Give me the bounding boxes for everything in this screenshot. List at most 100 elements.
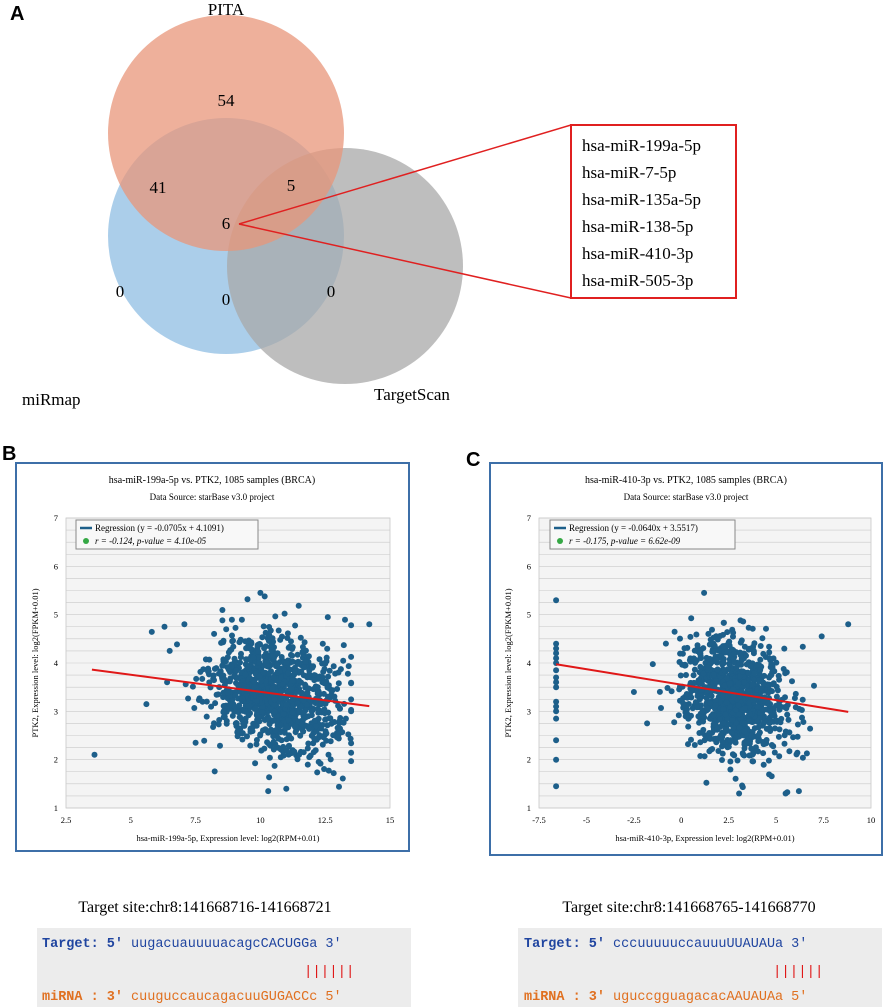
scatter-point [322, 700, 329, 707]
scatter-point [223, 626, 230, 633]
scatter-point [719, 692, 726, 699]
target-site-b: Target site:chr8:141668716-141668721 Tar… [37, 899, 411, 1007]
scatter-point [199, 675, 206, 682]
mirna-suffix-b: 5' [325, 990, 341, 1005]
venn-count-pita-targetscan: 5 [287, 176, 296, 195]
scatter-point [196, 695, 203, 702]
scatter-point [767, 672, 774, 679]
scatter-point [727, 737, 734, 744]
scatter-point [292, 622, 299, 629]
scatter-point [267, 726, 274, 733]
scatter-point [347, 735, 354, 742]
scatter-point [296, 677, 303, 684]
scatter-point [746, 710, 753, 717]
scatter-point [277, 722, 284, 729]
scatter-point [763, 725, 770, 732]
target-site-title-b: Target site:chr8:141668716-141668721 [78, 899, 331, 916]
x-tick-label: 5 [129, 815, 133, 825]
scatter-point [348, 706, 355, 713]
scatter-point [730, 686, 737, 693]
scatter-point [553, 679, 560, 686]
scatter-point [807, 725, 814, 732]
chart-subtitle-c: Data Source: starBase v3.0 project [624, 492, 749, 502]
scatter-point [213, 691, 220, 698]
scatter-point [751, 670, 758, 677]
scatter-point [236, 702, 243, 709]
scatter-point [793, 751, 800, 758]
x-tick-label: 12.5 [318, 815, 333, 825]
scatter-point [766, 720, 773, 726]
scatter-point [719, 757, 725, 763]
scatter-point [690, 679, 697, 686]
shared-mirna-3: hsa-miR-135a-5p [582, 190, 701, 209]
scatter-point [224, 654, 231, 661]
scatter-point [270, 674, 277, 681]
scatter-point [786, 748, 793, 755]
scatter-point [208, 703, 215, 710]
scatter-point [262, 726, 269, 733]
scatter-point [720, 643, 727, 650]
scatter-point [185, 695, 192, 702]
scatter-point [327, 756, 334, 763]
scatter-point [311, 677, 318, 684]
scatter-point [724, 629, 731, 636]
scatter-point [266, 774, 273, 781]
scatter-point [697, 663, 704, 670]
scatter-point [781, 740, 788, 747]
scatter-point [331, 693, 338, 700]
scatter-point [750, 647, 757, 654]
scatter-point [210, 724, 217, 730]
scatter-point [321, 666, 328, 672]
scatter-point [731, 752, 738, 759]
scatter-point [201, 737, 208, 744]
scatter-point [224, 690, 231, 696]
scatter-point [215, 721, 222, 728]
scatter-point [265, 638, 272, 644]
scatter-point [211, 768, 218, 775]
scatter-point [744, 669, 751, 676]
scatter-point [323, 654, 330, 661]
scatter-point [261, 745, 268, 752]
scatter-point [682, 713, 689, 720]
scatter-point [236, 639, 243, 646]
scatter-point [741, 705, 748, 712]
scatter-point [264, 654, 271, 661]
scatter-point [766, 655, 773, 662]
scatter-point [739, 668, 746, 675]
scatter-point [845, 621, 852, 628]
scatter-point [553, 698, 560, 705]
scatter-point [211, 630, 218, 637]
scatter-point [191, 705, 198, 711]
scatter-point [326, 667, 333, 674]
regression-line-b [91, 668, 370, 708]
sequence-box-c [518, 928, 882, 1007]
y-tick-label: 6 [54, 561, 58, 571]
scatter-point [553, 715, 560, 722]
x-tick-label: -7.5 [532, 815, 545, 825]
scatter-point [271, 696, 278, 703]
scatter-point [279, 633, 285, 640]
chart-subtitle-b: Data Source: starBase v3.0 project [150, 492, 275, 502]
scatter-point [304, 674, 311, 681]
scatter-point [703, 779, 710, 786]
scatter-point [217, 742, 223, 749]
x-tick-label: 0 [679, 815, 683, 825]
scatter-point [712, 678, 719, 685]
scatter-point [776, 726, 783, 733]
scatter-point [289, 677, 296, 684]
mirna-seq-tail-c: a [775, 990, 783, 1005]
scatter-point [741, 720, 748, 727]
scatter-point [688, 694, 695, 701]
scatter-point [252, 760, 259, 767]
scatter-point [763, 625, 769, 632]
scatter-point [324, 645, 331, 652]
scatter-point [253, 698, 260, 704]
mirna-suffix-c: 5' [791, 990, 807, 1005]
scatter-point [330, 732, 337, 739]
scatter-point [302, 681, 308, 688]
scatter-point [795, 788, 802, 795]
scatter-point [708, 640, 715, 647]
shared-mirna-2: hsa-miR-7-5p [582, 163, 676, 182]
scatter-point [803, 750, 810, 757]
scatter-point [690, 672, 697, 679]
